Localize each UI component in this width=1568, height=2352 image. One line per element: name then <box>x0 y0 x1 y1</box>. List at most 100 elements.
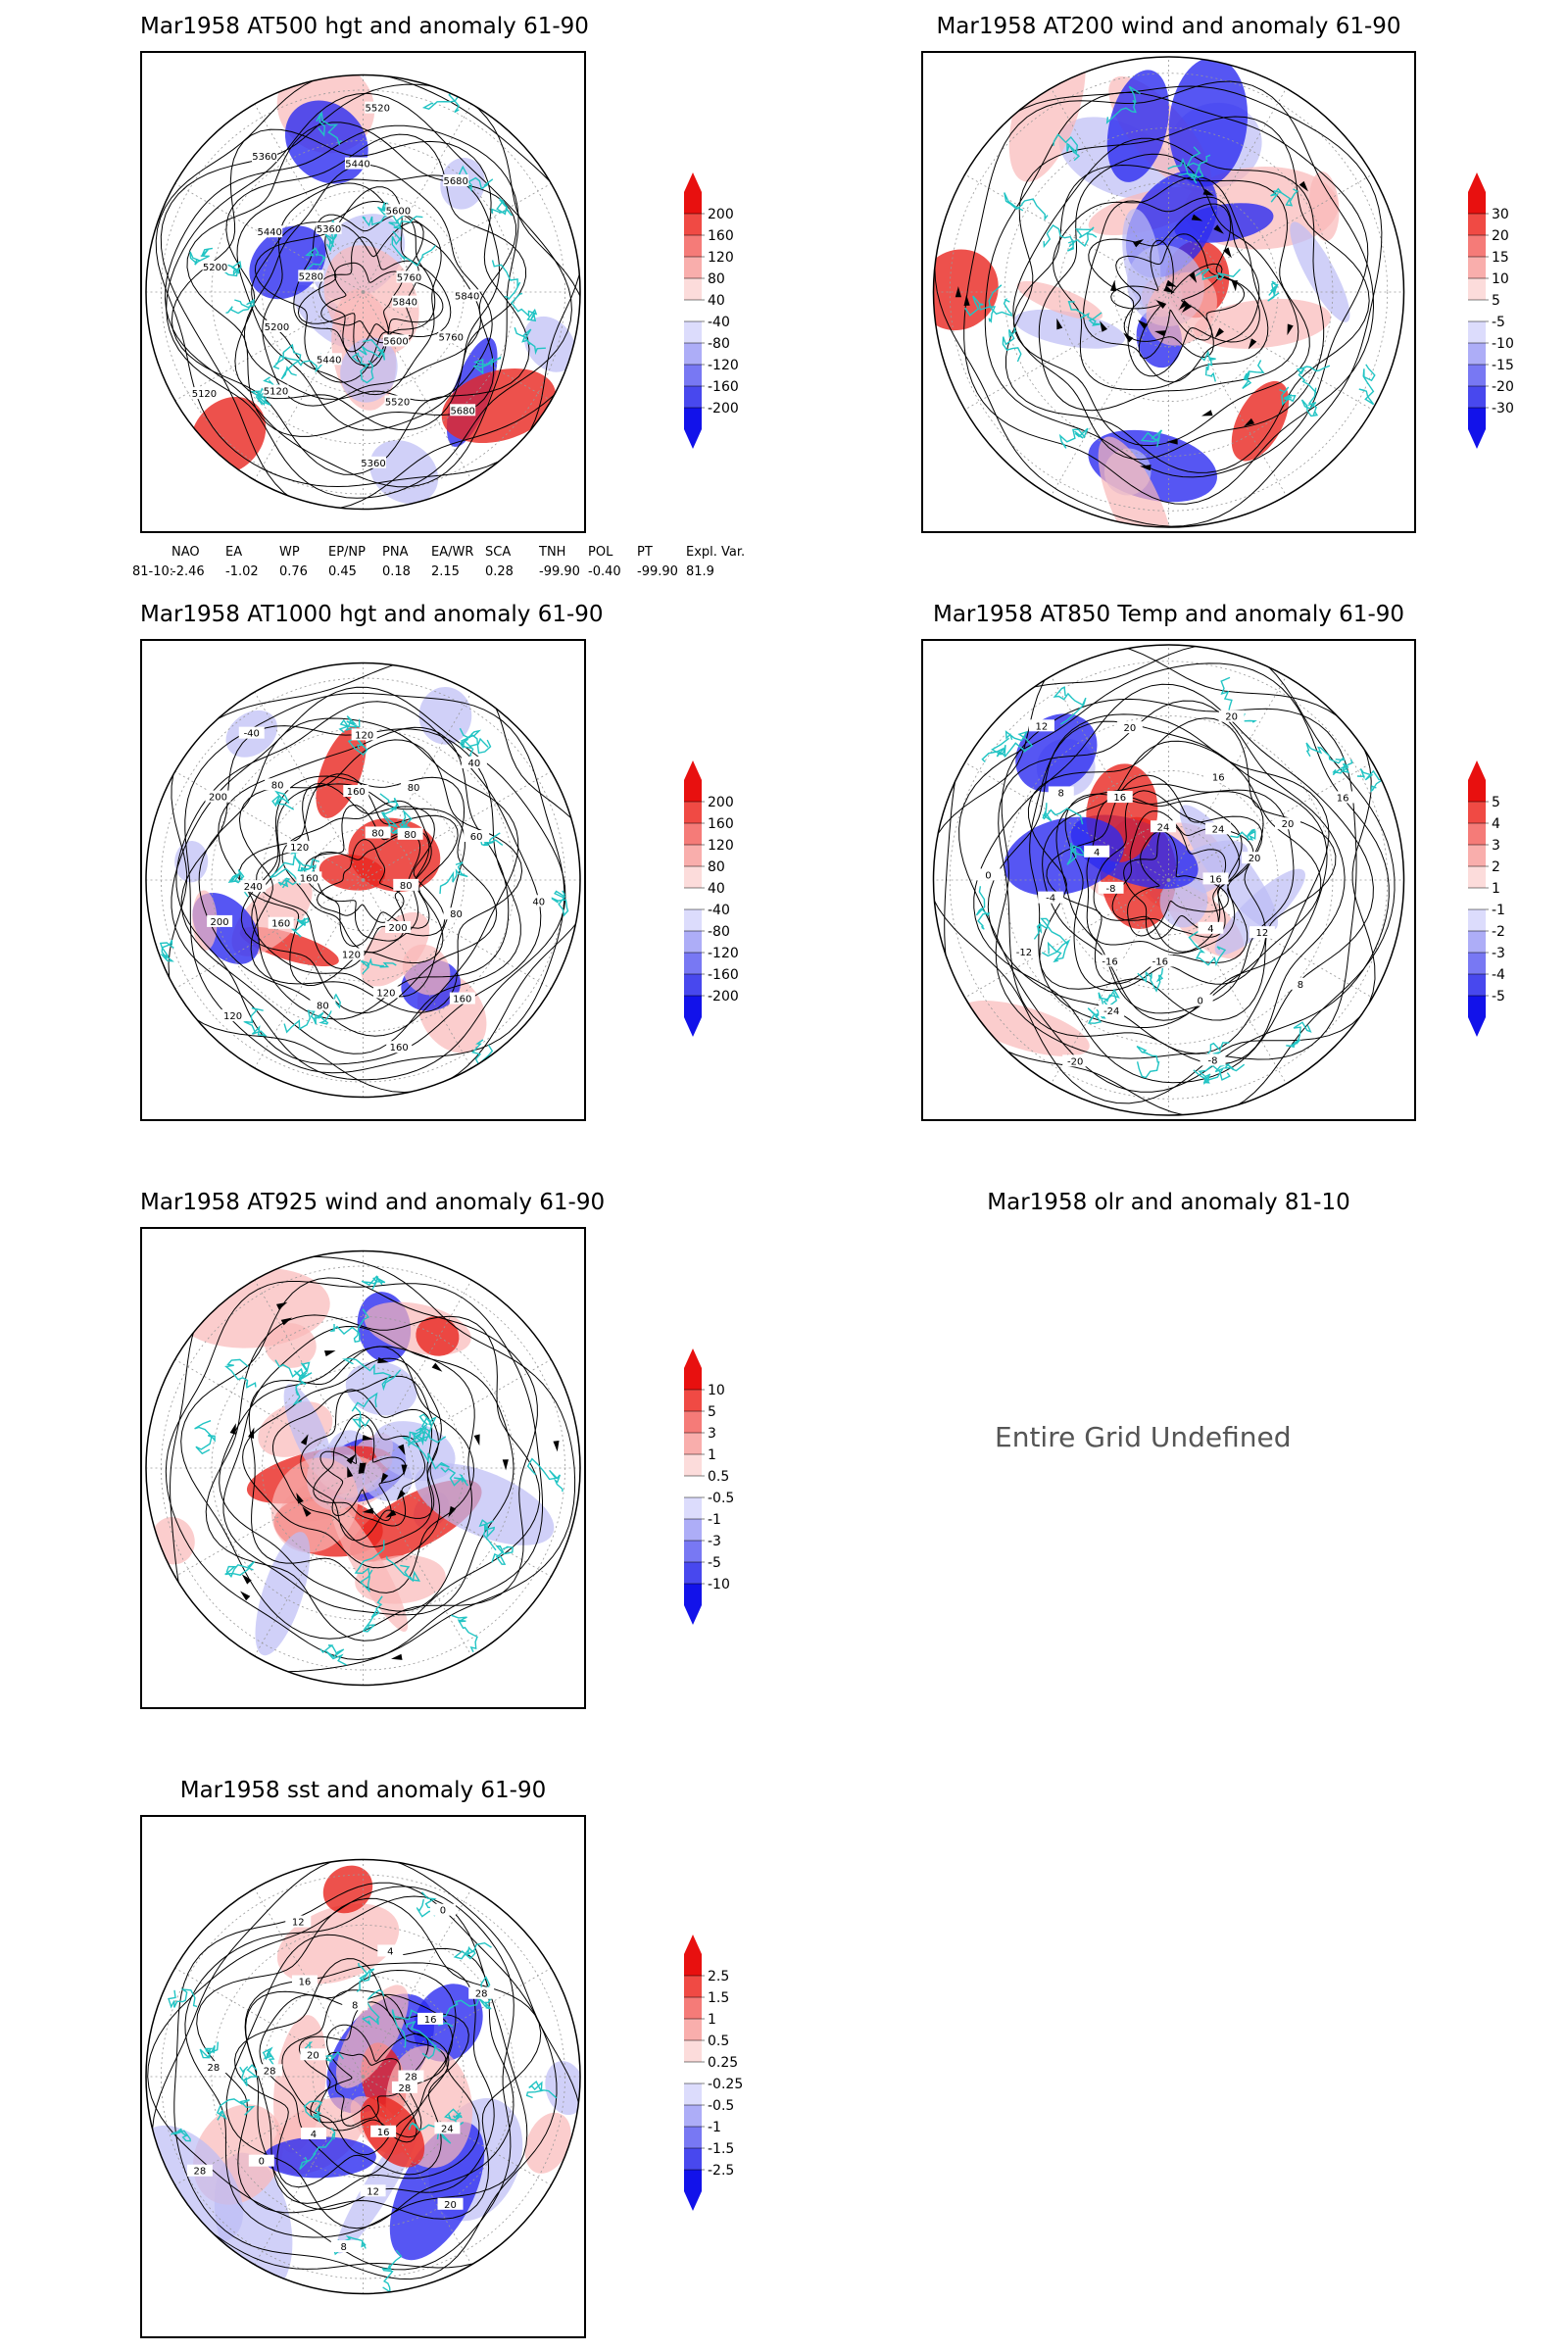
polar-map: 16 12 8 4 0 -8 -16 -24 -20 -16 -12 -8 -4 0 4 8 12 16 20 24 1… <box>932 644 1405 1116</box>
contour-label: 16 <box>424 2015 437 2026</box>
contour-label: 5600 <box>386 206 411 217</box>
coastline <box>1004 730 1034 759</box>
meridian-line <box>363 879 552 990</box>
teleconnection-header: Expl. Var. <box>686 545 746 560</box>
anomaly-shading <box>415 1463 555 1545</box>
contour-label-bg <box>1028 719 1054 732</box>
contour-label: 28 <box>399 2083 412 2094</box>
coastline <box>1230 828 1256 841</box>
contour-label-bg <box>220 1009 246 1022</box>
contour-line <box>1055 783 1295 1014</box>
coastline <box>243 1006 268 1037</box>
panel-title: Mar1958 AT850 Temp and anomaly 61-90 <box>932 602 1405 627</box>
coastline <box>199 2041 220 2059</box>
meridian-line <box>254 691 364 881</box>
streamline-arrow <box>1214 327 1225 339</box>
contour-line <box>244 1962 495 2211</box>
coastline <box>303 2100 323 2124</box>
anomaly-shading <box>524 2112 571 2174</box>
contour-line <box>198 717 519 1037</box>
colorbar-tick-label: -3 <box>708 1534 721 1549</box>
coastline <box>412 1426 431 1446</box>
colorbar-segment <box>684 2019 702 2040</box>
contour-label-bg <box>1198 921 1224 934</box>
contour-label: 200 <box>389 923 408 934</box>
streamline-arrow <box>346 1453 357 1465</box>
contour-label: 5120 <box>192 389 217 400</box>
contour-label-bg <box>385 920 412 933</box>
contour-label-bg <box>265 778 291 791</box>
colorbar-segment <box>1468 953 1486 974</box>
colorbar-segment <box>684 1476 702 1497</box>
colorbar-segment <box>684 866 702 888</box>
teleconnection-header: POL <box>588 545 613 560</box>
map-frame: 5840 5760 5680 5600 5520 5360 5440 5120 5120 5200… <box>140 51 586 533</box>
coastline <box>1193 1064 1231 1084</box>
contour-label: -8 <box>1106 884 1116 895</box>
coastline <box>1043 224 1075 252</box>
colorbar-segment <box>684 343 702 365</box>
colorbar-tick-label: -1 <box>708 2120 721 2135</box>
colorbar-tick-label: -4 <box>1492 967 1505 983</box>
contour-label-bg <box>454 289 480 302</box>
contour-label: 5440 <box>317 355 341 366</box>
colorbar-bottom-arrow <box>1468 429 1486 449</box>
contour-label: 60 <box>470 832 483 843</box>
colorbar-segment <box>1468 214 1486 235</box>
colorbar-tick-label: -0.5 <box>708 2098 734 2114</box>
colorbar-segment <box>684 823 702 845</box>
contour-label: -20 <box>1067 1056 1083 1067</box>
anomaly-shading <box>1004 816 1124 896</box>
anomaly-shading <box>441 368 557 444</box>
contour-label: 120 <box>376 988 395 999</box>
meridian-line <box>363 1358 552 1469</box>
contour-label-bg <box>1150 820 1176 833</box>
map-boundary <box>145 1250 581 1687</box>
colorbar-segment <box>684 2062 702 2083</box>
coastline <box>439 861 468 895</box>
colorbar-segment <box>684 1562 702 1584</box>
contour-label-bg <box>383 334 410 347</box>
colorbar-segment <box>1468 931 1486 953</box>
contour-label-bg <box>268 916 294 929</box>
map-content: 16 12 8 4 0 -8 -16 -24 -20 -16 -12 -8 -4 0 4 8 12 16 20 24 1… <box>933 645 1404 1115</box>
contour-label: 5680 <box>450 406 474 416</box>
coastline <box>381 2249 403 2294</box>
contour-label-bg <box>1242 852 1268 864</box>
contour-line <box>281 800 432 954</box>
panel-title: Mar1958 olr and anomaly 81-10 <box>987 1190 1350 1215</box>
teleconnection-value: 2.15 <box>431 564 460 579</box>
streamline-arrow <box>1178 300 1189 311</box>
colorbar-segment <box>1468 408 1486 429</box>
streamline-arrow <box>1109 279 1117 292</box>
contour-label-bg <box>429 1903 456 1916</box>
contour-line <box>317 839 405 923</box>
streamline-arrow <box>380 1472 389 1485</box>
contour-label-bg <box>240 880 267 893</box>
contour-label: 8 <box>1298 980 1303 991</box>
coastline <box>477 832 504 847</box>
streamline-arrow <box>1133 239 1145 248</box>
colorbar: 10 5 3 1 0.5 -0.5 -1 -3 -5 -10 <box>676 1348 735 1625</box>
polar-map: 5840 5760 5680 5600 5520 5360 5440 5120 5120 5200… <box>145 74 581 511</box>
contour-label-bg <box>1038 891 1064 904</box>
contour-label-bg <box>1204 822 1231 835</box>
contour-label-bg <box>205 790 231 803</box>
contour-line <box>298 2001 447 2138</box>
coastline <box>1200 350 1216 382</box>
contour-label: 16 <box>1209 874 1222 885</box>
streamline-arrow <box>1200 410 1213 416</box>
colorbar-segment <box>1468 192 1486 214</box>
meridian-line <box>363 2076 472 2266</box>
coastline <box>1067 301 1102 326</box>
colorbar-segment <box>684 1433 702 1454</box>
coastline <box>1296 365 1331 394</box>
meridian-line <box>363 879 472 1069</box>
streamline-arrow <box>1191 214 1203 221</box>
teleconnection-header: PT <box>637 545 653 560</box>
anomaly-shading <box>263 2136 376 2179</box>
colorbar-tick-label: 2.5 <box>708 1969 729 1984</box>
panel-title: Mar1958 AT500 hgt and anomaly 61-90 <box>140 14 589 39</box>
